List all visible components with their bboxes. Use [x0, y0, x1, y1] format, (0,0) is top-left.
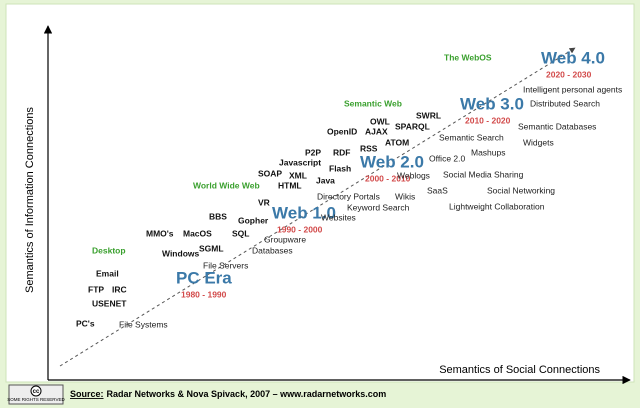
source-text: Radar Networks & Nova Spivack, 2007 – ww…	[107, 389, 387, 399]
technology-label: SPARQL	[395, 121, 430, 131]
application-label: Groupware	[264, 234, 306, 244]
application-label: Wikis	[395, 191, 415, 201]
technology-label: USENET	[92, 298, 127, 308]
application-label: Weblogs	[397, 170, 430, 180]
technology-label: ATOM	[385, 137, 409, 147]
technology-label: XML	[289, 170, 307, 180]
x-axis-label: Semantics of Social Connections	[439, 364, 600, 376]
application-label: SaaS	[427, 185, 448, 195]
technology-label: BBS	[209, 211, 227, 221]
era-years: 2010 - 2020	[465, 115, 511, 125]
application-label: Lightweight Collaboration	[449, 201, 545, 211]
panel	[5, 3, 635, 383]
cc-logo	[30, 385, 42, 397]
category-label: World Wide Web	[193, 180, 260, 190]
technology-label: SQL	[232, 228, 249, 238]
technology-label: SGML	[199, 243, 224, 253]
cc-badge-text: SOME RIGHTS RESERVED	[7, 397, 65, 402]
technology-label: P2P	[305, 147, 321, 157]
technology-label: Javascript	[279, 157, 321, 167]
technology-label: OpenID	[327, 126, 357, 136]
application-label: Semantic Databases	[518, 121, 596, 131]
application-label: File Servers	[203, 260, 248, 270]
application-label: File Systems	[119, 319, 168, 329]
technology-label: Gopher	[238, 215, 269, 225]
cc-logo-text: cc	[33, 389, 40, 395]
technology-label: RSS	[360, 143, 378, 153]
technology-label: OWL	[370, 116, 390, 126]
technology-label: Java	[316, 175, 335, 185]
y-axis-label: Semantics of Information Connections	[24, 107, 36, 293]
application-label: Websites	[321, 212, 356, 222]
technology-label: RDF	[333, 147, 350, 157]
source: Source: Radar Networks & Nova Spivack, 20…	[70, 389, 386, 399]
application-label: Databases	[252, 245, 293, 255]
technology-label: PC's	[76, 318, 95, 328]
technology-label: Email	[96, 268, 119, 278]
trend-arrow	[59, 47, 576, 367]
application-label: Intelligent personal agents	[523, 84, 622, 94]
era-years: 2020 - 2030	[546, 69, 592, 79]
application-label: Social Networking	[487, 185, 555, 195]
technology-label: IRC	[112, 284, 127, 294]
era-name: Web 3.0	[460, 94, 524, 113]
application-label: Semantic Search	[439, 132, 504, 142]
category-label: Desktop	[92, 245, 126, 255]
category-label: The WebOS	[444, 52, 492, 62]
technology-label: MacOS	[183, 228, 212, 238]
application-label: Directory Portals	[317, 191, 380, 201]
technology-label: MMO's	[146, 228, 174, 238]
era-years: 1980 - 1990	[181, 289, 227, 299]
application-label: Social Media Sharing	[443, 169, 524, 179]
application-label: Keyword Search	[347, 202, 410, 212]
technology-label: Flash	[329, 163, 351, 173]
technology-label: HTML	[278, 180, 302, 190]
application-label: Widgets	[523, 137, 554, 147]
era-years: 1990 - 2000	[277, 224, 323, 234]
era-years: 2000 - 2010	[365, 173, 411, 183]
application-label: Mashups	[471, 147, 506, 157]
era-name: Web 1.0	[272, 203, 336, 222]
technology-label: VR	[258, 197, 270, 207]
application-label: Office 2.0	[429, 153, 465, 163]
technology-label: FTP	[88, 284, 104, 294]
technology-label: SOAP	[258, 168, 282, 178]
era-name: Web 2.0	[360, 152, 424, 171]
category-label: Semantic Web	[344, 98, 402, 108]
technology-label: AJAX	[365, 126, 388, 136]
source-prefix: Source:	[70, 389, 104, 399]
era-name: PC Era	[176, 268, 232, 287]
era-name: Web 4.0	[541, 48, 605, 67]
technology-label: SWRL	[416, 110, 441, 120]
application-label: Distributed Search	[530, 98, 600, 108]
technology-label: Windows	[162, 248, 199, 258]
